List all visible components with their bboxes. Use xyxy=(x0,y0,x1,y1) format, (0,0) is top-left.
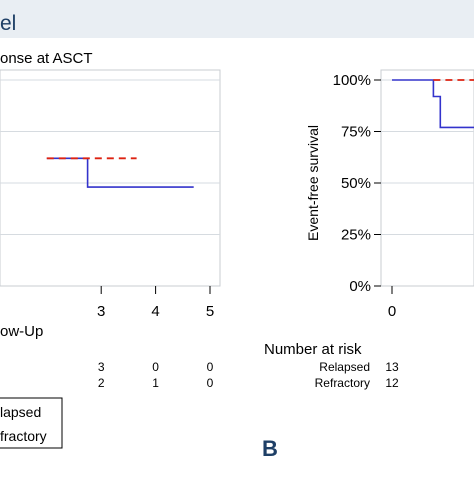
chart-a-plot-area xyxy=(0,69,221,287)
risk-count: 12 xyxy=(385,376,399,390)
series-line-b-1 xyxy=(392,79,474,129)
panel-a-title: el xyxy=(0,12,16,35)
panel-a-header-bar xyxy=(0,0,474,38)
y-tick-label: 50% xyxy=(341,175,371,192)
chart-b-y-label: Event-free survival xyxy=(305,125,321,241)
chart-b-risk-table: Relapsed 13 Refractory 12 xyxy=(315,360,399,390)
legend-entry-a-1: lapsed xyxy=(0,404,41,420)
chart-a-x-ticks: 3 4 5 xyxy=(97,286,214,320)
x-tick-label: 5 xyxy=(206,303,214,320)
chart-a-grid xyxy=(0,79,220,235)
risk-count: 0 xyxy=(152,360,159,374)
chart-a-series xyxy=(46,157,194,188)
chart-a-title: onse at ASCT xyxy=(0,50,93,67)
chart-a-legend xyxy=(0,397,63,449)
y-tick-label: 0% xyxy=(349,278,371,295)
y-tick-label: 75% xyxy=(341,124,371,141)
x-tick-label: 3 xyxy=(97,303,105,320)
risk-count: 0 xyxy=(207,376,214,390)
chart-b-plot-area xyxy=(380,69,474,287)
chart-a-x-label: ow-Up xyxy=(0,323,43,340)
risk-count: 2 xyxy=(98,376,105,390)
y-tick-label: 100% xyxy=(333,72,371,89)
chart-b-series xyxy=(392,79,474,129)
risk-row-label: Refractory xyxy=(315,376,370,390)
risk-row-label: Relapsed xyxy=(319,360,370,374)
risk-count: 13 xyxy=(385,360,399,374)
chart-a-risk-table: 3 0 0 2 1 0 xyxy=(98,360,214,390)
chart-b-x-ticks: 0 xyxy=(388,286,396,320)
risk-count: 1 xyxy=(152,376,159,390)
risk-count: 3 xyxy=(98,360,105,374)
x-tick-label: 0 xyxy=(388,303,396,320)
panel-b-letter: B xyxy=(262,436,278,461)
chart-b-y-ticks: 0% 25% 50% 75% 100% xyxy=(333,72,381,295)
risk-count: 0 xyxy=(207,360,214,374)
x-tick-label: 4 xyxy=(151,303,159,320)
y-tick-label: 25% xyxy=(341,227,371,244)
legend-entry-a-2: fractory xyxy=(0,428,47,444)
series-line-a-1 xyxy=(46,157,194,188)
risk-table-header: Number at risk xyxy=(264,341,362,358)
